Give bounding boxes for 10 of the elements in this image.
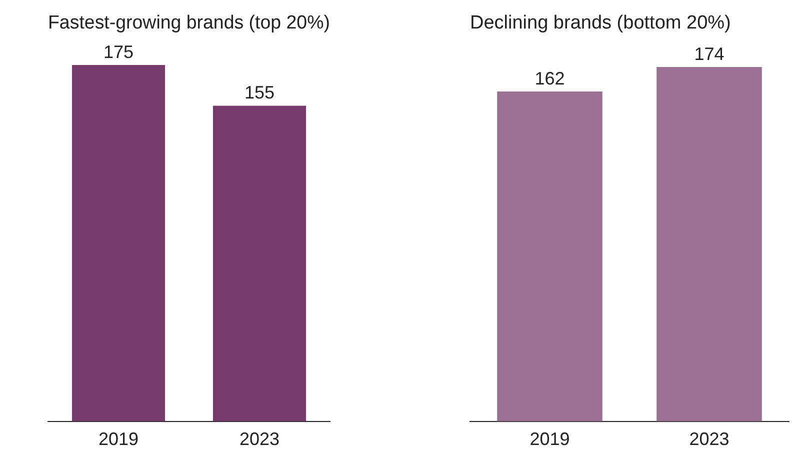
chart-title: Declining brands (bottom 20%) — [470, 12, 731, 34]
data-label: 155 — [244, 82, 275, 103]
chart-title: Fastest-growing brands (top 20%) — [48, 12, 330, 33]
data-label: 174 — [694, 44, 724, 64]
x-tick-label: 2019 — [98, 429, 139, 450]
x-tick-label: 2023 — [689, 429, 730, 450]
x-tick-label: 2023 — [239, 429, 280, 450]
data-label: 162 — [534, 68, 565, 88]
x-tick-label: 2019 — [530, 429, 570, 450]
data-label: 175 — [103, 42, 134, 62]
